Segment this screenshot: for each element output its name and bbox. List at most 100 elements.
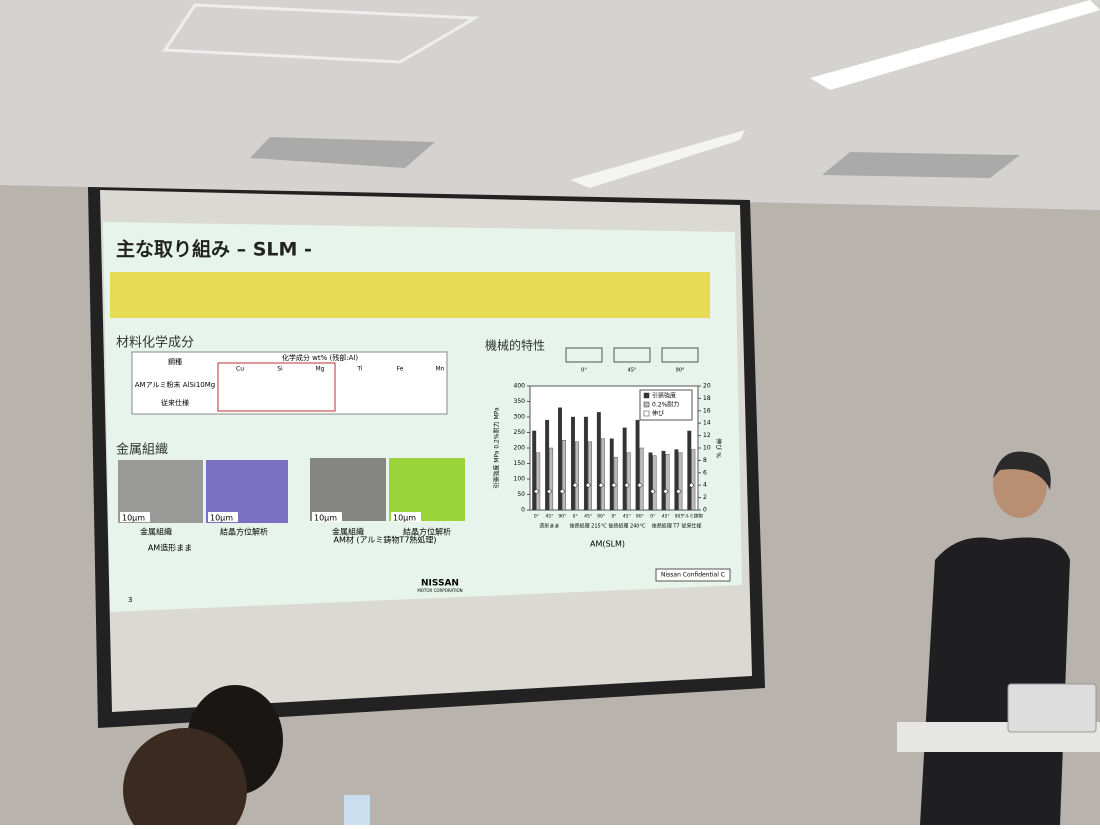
micrograph [310, 458, 386, 521]
y2-tick-label: 0 [703, 507, 707, 514]
bar [622, 427, 627, 511]
x-tick-label: 0° [611, 514, 616, 520]
bar [562, 440, 567, 511]
y-tick-label: 200 [514, 445, 526, 452]
bar [536, 452, 541, 511]
elongation-marker [611, 482, 617, 489]
specimen-icon [613, 347, 651, 363]
y2-axis-title: 伸び % [715, 438, 723, 458]
scale-label: 10μm [314, 514, 337, 523]
specimen-icon [661, 347, 699, 363]
section-heading: 材料化学成分 [116, 335, 194, 351]
note: AM材 (アルミ鋳物T7熱処理) [333, 535, 436, 545]
logo: NISSAN [421, 579, 459, 589]
elongation-marker [636, 482, 643, 489]
audience-head [123, 728, 247, 829]
bar [639, 447, 644, 511]
legend-label: 0.2%耐力 [652, 401, 679, 409]
y-tick-label: 50 [517, 491, 525, 498]
scale-box [120, 512, 150, 522]
bar [575, 441, 579, 511]
x-tick-label: 45° [662, 514, 670, 520]
confidential: Nissan Confidential C [661, 572, 725, 579]
scale-label: 10μm [393, 514, 416, 523]
y-tick-label: 0 [521, 507, 525, 514]
table-header: 化学成分 wt% (残部:Al) [282, 353, 358, 362]
table-header: Fe [397, 366, 404, 373]
bar [596, 412, 601, 511]
group-label: 後熱処理 T7 [652, 523, 680, 530]
supergroup-label: AM(SLM) [590, 540, 625, 549]
table-header: 鋼種 [168, 357, 182, 366]
elongation-marker [598, 482, 605, 489]
x-tick-label: 90° [675, 514, 683, 520]
elongation-marker [688, 482, 695, 489]
y2-tick-label: 4 [703, 482, 707, 489]
y-tick-label: 400 [514, 383, 526, 390]
table-row: 従来仕様 [161, 398, 189, 407]
elongation-marker [662, 488, 669, 495]
blurred-banner [110, 272, 710, 318]
elongation-marker [649, 488, 656, 495]
y-tick-label: 100 [514, 476, 526, 483]
legend-label: 伸び [652, 410, 664, 418]
scale-label: 10μm [210, 514, 233, 523]
presenter [920, 537, 1070, 825]
hair [993, 451, 1051, 490]
bar [652, 455, 657, 511]
legend-label: 引張強度 [652, 392, 676, 400]
table-header: Mg [316, 366, 325, 373]
scale-box [391, 512, 421, 522]
legend-swatch [643, 401, 650, 408]
ebsd-map [389, 458, 465, 521]
group-label: 造形まま [539, 523, 559, 530]
laptop [1007, 683, 1097, 733]
light [810, 0, 1100, 90]
logo-sub: MOTOR CORPORATION [417, 588, 462, 593]
table-header: Si [277, 366, 283, 373]
bar [635, 419, 640, 511]
y-axis-title: 引張強度 MPa 0.2%耐力 MPa [493, 407, 501, 489]
bar [648, 452, 653, 511]
note: AM造形まま [148, 543, 192, 553]
bottle [344, 795, 370, 825]
legend-swatch [643, 392, 650, 399]
y2-tick-label: 18 [703, 395, 711, 402]
table [131, 351, 448, 415]
table-header: Cu [236, 366, 244, 373]
group-label: 後熱処理 215°C [570, 523, 608, 530]
bar [549, 447, 554, 511]
table-row: AMアルミ粉末 AlSi10Mg [135, 380, 216, 389]
group-label: 後熱処理 240°C [608, 523, 646, 530]
y2-tick-label: 12 [703, 432, 711, 439]
scale-box [312, 512, 342, 522]
scale-label: 10μm [122, 514, 145, 523]
x-tick-label: 45° [623, 514, 631, 520]
section-heading: 金属組織 [116, 442, 168, 458]
page-number: 3 [128, 596, 132, 604]
light [570, 130, 745, 188]
highlight [217, 362, 336, 412]
y-tick-label: 300 [514, 414, 526, 421]
y2-tick-label: 10 [703, 445, 711, 452]
scale-box [208, 512, 238, 522]
orientation: 90° [676, 368, 685, 374]
x-tick-label: アルミ鋳物 [680, 513, 703, 520]
x-tick-label: 90° [558, 514, 566, 520]
y-tick-label: 250 [514, 429, 526, 436]
ceiling [0, 0, 1100, 210]
y2-tick-label: 6 [703, 469, 707, 476]
table-header: Ti [356, 366, 362, 373]
ceiling-panel [162, 3, 481, 64]
x-tick-label: 45° [545, 514, 553, 520]
bar [583, 416, 588, 511]
x-tick-label: 0° [650, 514, 655, 520]
elongation-marker [546, 488, 553, 495]
specimen-icon [565, 347, 603, 363]
bar [609, 438, 614, 511]
y2-tick-label: 20 [703, 383, 711, 390]
bar [571, 416, 575, 511]
caption: 金属組織 [140, 527, 172, 537]
vent [822, 152, 1020, 178]
